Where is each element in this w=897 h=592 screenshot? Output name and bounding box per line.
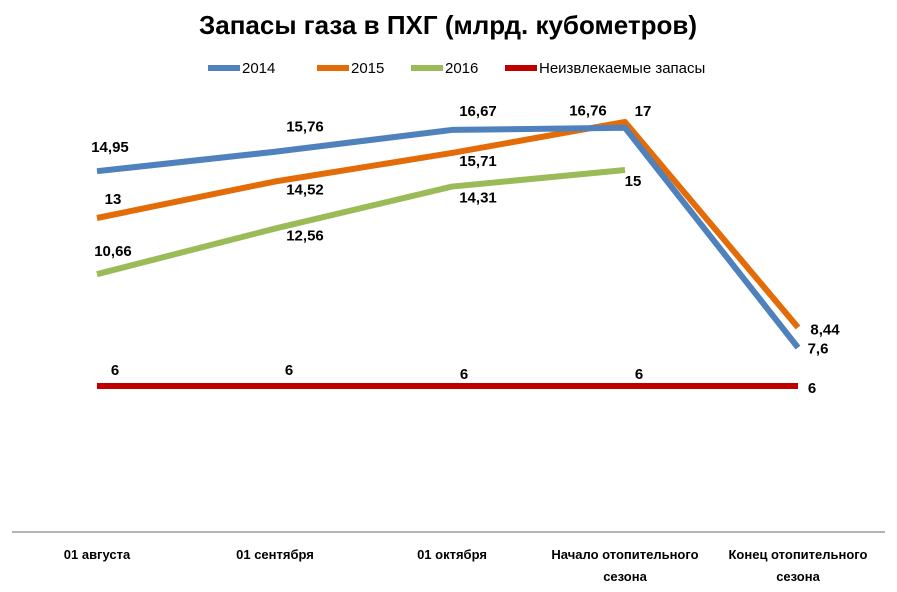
data-label: 10,66 bbox=[94, 243, 132, 260]
data-label: 8,44 bbox=[810, 321, 840, 338]
data-label: 15 bbox=[625, 173, 642, 190]
data-label: 15,76 bbox=[286, 119, 324, 136]
series-line-2016 bbox=[96, 167, 626, 278]
legend-item: 2014 bbox=[208, 60, 275, 77]
x-tick-label: Конец отопительного bbox=[729, 547, 868, 562]
legend-item: Неизвлекаемые запасы bbox=[505, 60, 705, 77]
x-tick-label: сезона bbox=[776, 569, 820, 584]
data-label: 15,71 bbox=[459, 153, 497, 170]
legend-label: 2014 bbox=[242, 60, 275, 77]
data-label: 6 bbox=[808, 380, 816, 397]
x-tick-label: сезона bbox=[603, 569, 647, 584]
legend-label: 2015 bbox=[351, 60, 384, 77]
series-line-2015 bbox=[96, 119, 801, 330]
chart-title: Запасы газа в ПХГ (млрд. кубометров) bbox=[199, 10, 697, 40]
x-axis-tick-labels: 01 августа 01 сентября 01 октября Начало от… bbox=[64, 547, 868, 584]
data-label: 6 bbox=[460, 366, 468, 383]
data-label: 14,31 bbox=[459, 190, 497, 207]
data-label: 6 bbox=[635, 366, 643, 383]
x-tick-label: 01 августа bbox=[64, 547, 131, 562]
legend-item: 2016 bbox=[411, 60, 478, 77]
data-label: 14,95 bbox=[91, 139, 129, 156]
legend-label: 2016 bbox=[445, 60, 478, 77]
data-label: 16,76 bbox=[569, 103, 607, 120]
legend-item: 2015 bbox=[317, 60, 384, 77]
data-label: 6 bbox=[111, 362, 119, 379]
data-label: 7,6 bbox=[808, 341, 829, 358]
series-lines bbox=[96, 119, 801, 389]
data-label: 17 bbox=[635, 103, 652, 120]
data-label: 6 bbox=[285, 362, 293, 379]
x-tick-label: 01 сентября bbox=[236, 547, 314, 562]
legend-label: Неизвлекаемые запасы bbox=[539, 60, 705, 77]
data-label: 13 bbox=[105, 191, 122, 208]
legend: 2014 2015 2016 Неизвлекаемые запасы bbox=[208, 60, 705, 77]
data-label: 16,67 bbox=[459, 103, 497, 120]
data-label: 14,52 bbox=[286, 181, 324, 198]
data-label: 12,56 bbox=[286, 228, 324, 245]
data-labels: 14,95 15,76 16,67 16,76 7,6 13 14,52 15,71 17 8,4… bbox=[91, 103, 840, 397]
series-line-2014 bbox=[96, 124, 801, 350]
x-tick-label: Начало отопительного bbox=[551, 547, 698, 562]
x-tick-label: 01 октября bbox=[417, 547, 487, 562]
